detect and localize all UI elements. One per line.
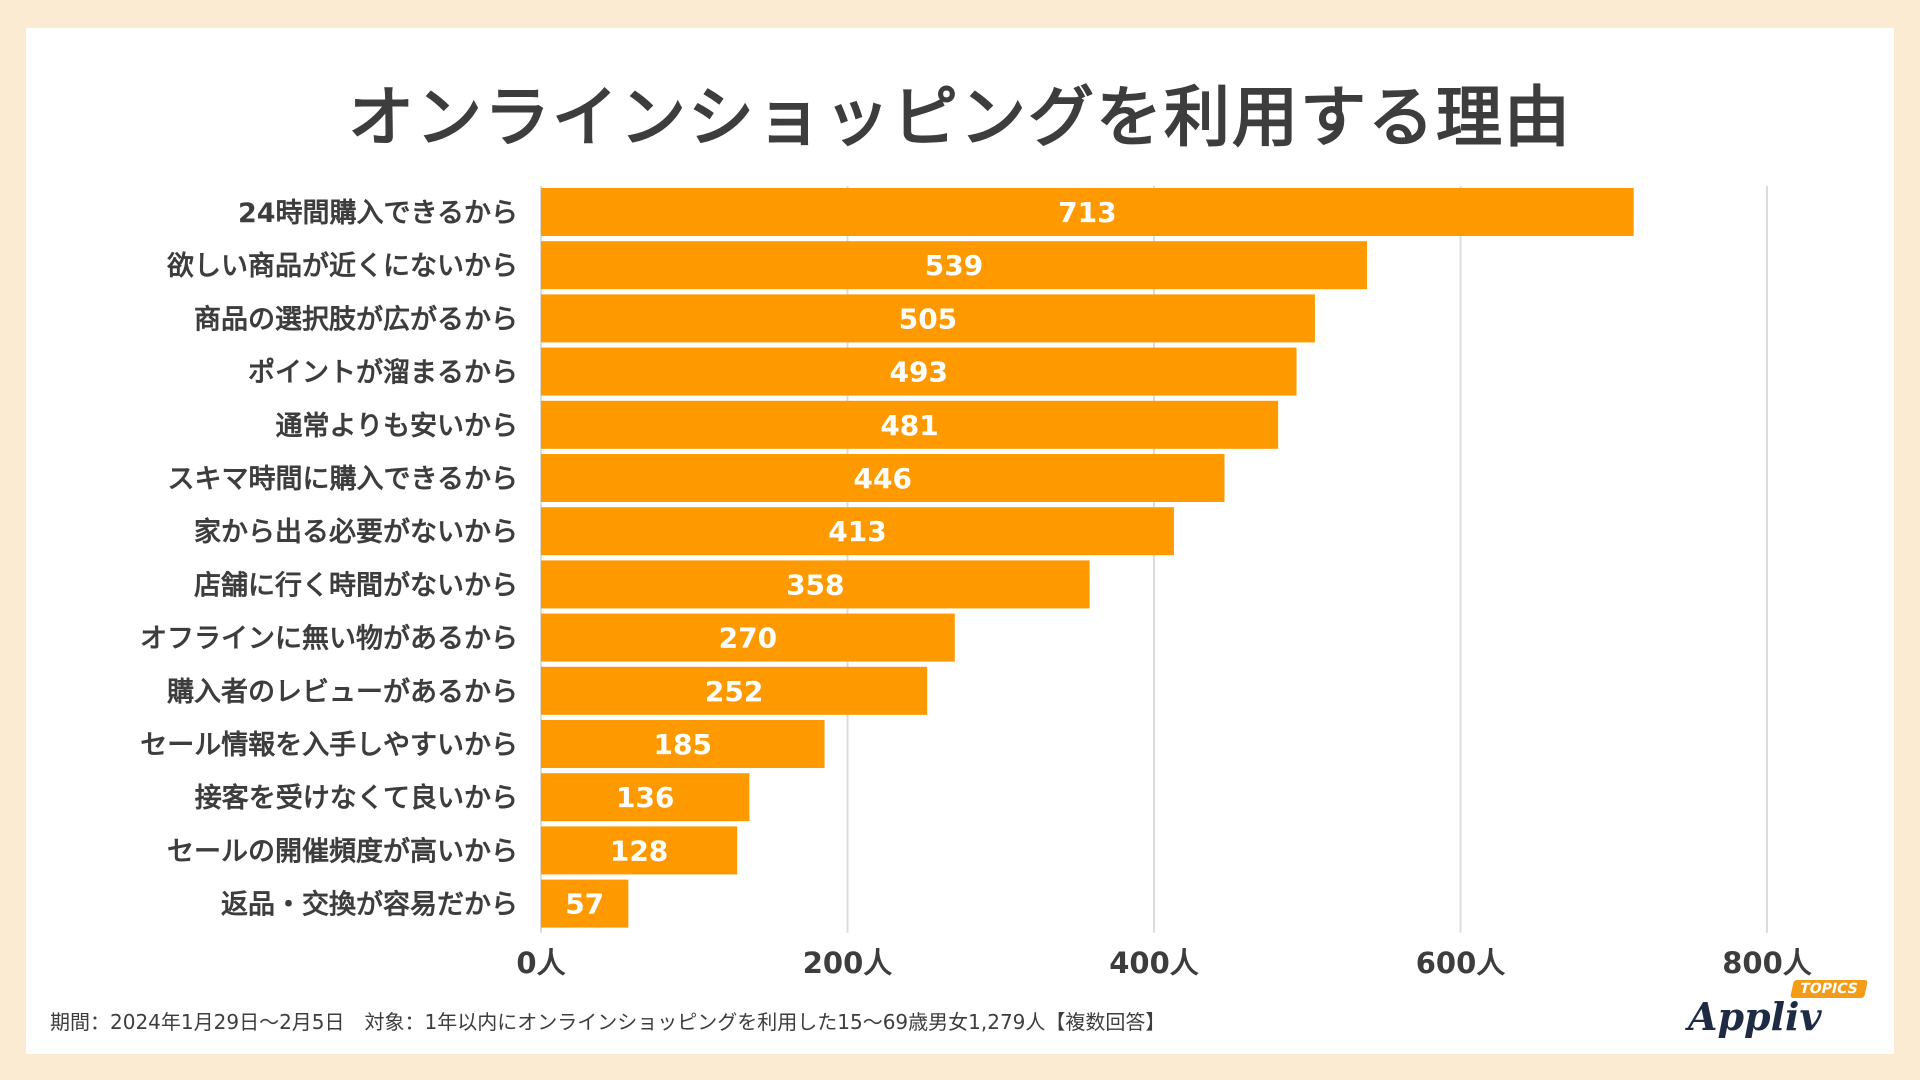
category-label: セールの開催頻度が高いから (167, 835, 518, 867)
logo-wordmark: Appliv (1688, 994, 1822, 1039)
bar (541, 347, 1297, 396)
category-label: セール情報を入手しやすいから (140, 730, 518, 761)
bar (541, 400, 1279, 449)
bar (541, 294, 1315, 343)
category-label: 欲しい商品が近くにないから (166, 250, 518, 282)
category-label: 商品の選択肢が広がるから (194, 303, 518, 335)
category-label: 24時間購入できるから (238, 198, 518, 229)
bar (541, 826, 738, 875)
bar (541, 613, 955, 662)
survey-footnote: 期間：2024年1月29日～2月5日 対象：1年以内にオンラインショッピングを利… (50, 1010, 1166, 1034)
bar-value-label: 185 (654, 728, 712, 761)
bar-value-label: 57 (565, 888, 604, 921)
category-label: 接客を受けなくて良いから (195, 782, 518, 814)
bar-value-label: 505 (899, 302, 957, 335)
category-label: オフラインに無い物があるから (140, 623, 518, 655)
category-label: 通常よりも安いから (276, 411, 518, 442)
x-tick-label: 0人 (516, 946, 565, 980)
bar (541, 454, 1225, 502)
bar-value-label: 136 (616, 781, 674, 814)
bar (541, 666, 928, 715)
x-tick-label: 200人 (803, 946, 893, 980)
logo-badge: TOPICS (1790, 980, 1868, 998)
bar (541, 879, 629, 928)
bar-value-label: 493 (890, 356, 948, 389)
bar-value-label: 713 (1058, 196, 1116, 229)
bar (541, 241, 1368, 290)
category-labels: 24時間購入できるから欲しい商品が近くにないから商品の選択肢が広がるからポイント… (140, 198, 518, 921)
bar-value-label: 270 (719, 622, 777, 655)
bar (541, 560, 1090, 609)
x-axis-ticks: 0人 200人 400人 600人 800人 (516, 946, 1811, 980)
bar-value-label: 358 (786, 568, 844, 601)
bar-value-label: 413 (828, 515, 886, 548)
category-label: スキマ時間に購入できるから (168, 464, 518, 495)
bar (541, 773, 750, 822)
bar-chart: 713 539 505 493 481 446 413 358 270 252 185 136 1285… (140, 186, 1812, 980)
bar-value-label: 481 (880, 409, 938, 442)
bar-value-label: 128 (610, 834, 668, 867)
bar (541, 188, 1634, 236)
x-tick-label: 800人 (1722, 946, 1812, 980)
bar-value-label: 446 (854, 462, 912, 495)
bar-value-label: 252 (705, 675, 763, 708)
x-tick-label: 600人 (1416, 946, 1506, 980)
bar-value-label: 539 (925, 249, 983, 282)
category-label: 家から出る必要がないから (194, 516, 518, 548)
x-tick-label: 400人 (1109, 946, 1199, 980)
bar (541, 720, 825, 768)
category-label: ポイントが溜まるから (248, 357, 518, 389)
category-label: 返品・交換が容易だから (221, 889, 518, 921)
bars: 713 539 505 493 481 446 413 358 270 252 185 136 1285… (541, 188, 1634, 928)
bar (541, 507, 1174, 556)
applive-logo: Appliv TOPICS (1680, 976, 1880, 1046)
chart-title: オンラインショッピングを利用する理由 (348, 79, 1572, 156)
category-label: 店舗に行く時間がないから (194, 569, 518, 601)
category-label: 購入者のレビューがあるから (167, 676, 518, 708)
